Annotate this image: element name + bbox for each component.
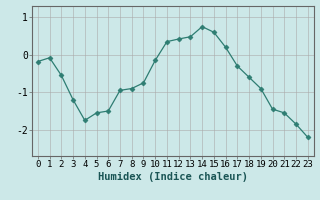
X-axis label: Humidex (Indice chaleur): Humidex (Indice chaleur) xyxy=(98,172,248,182)
